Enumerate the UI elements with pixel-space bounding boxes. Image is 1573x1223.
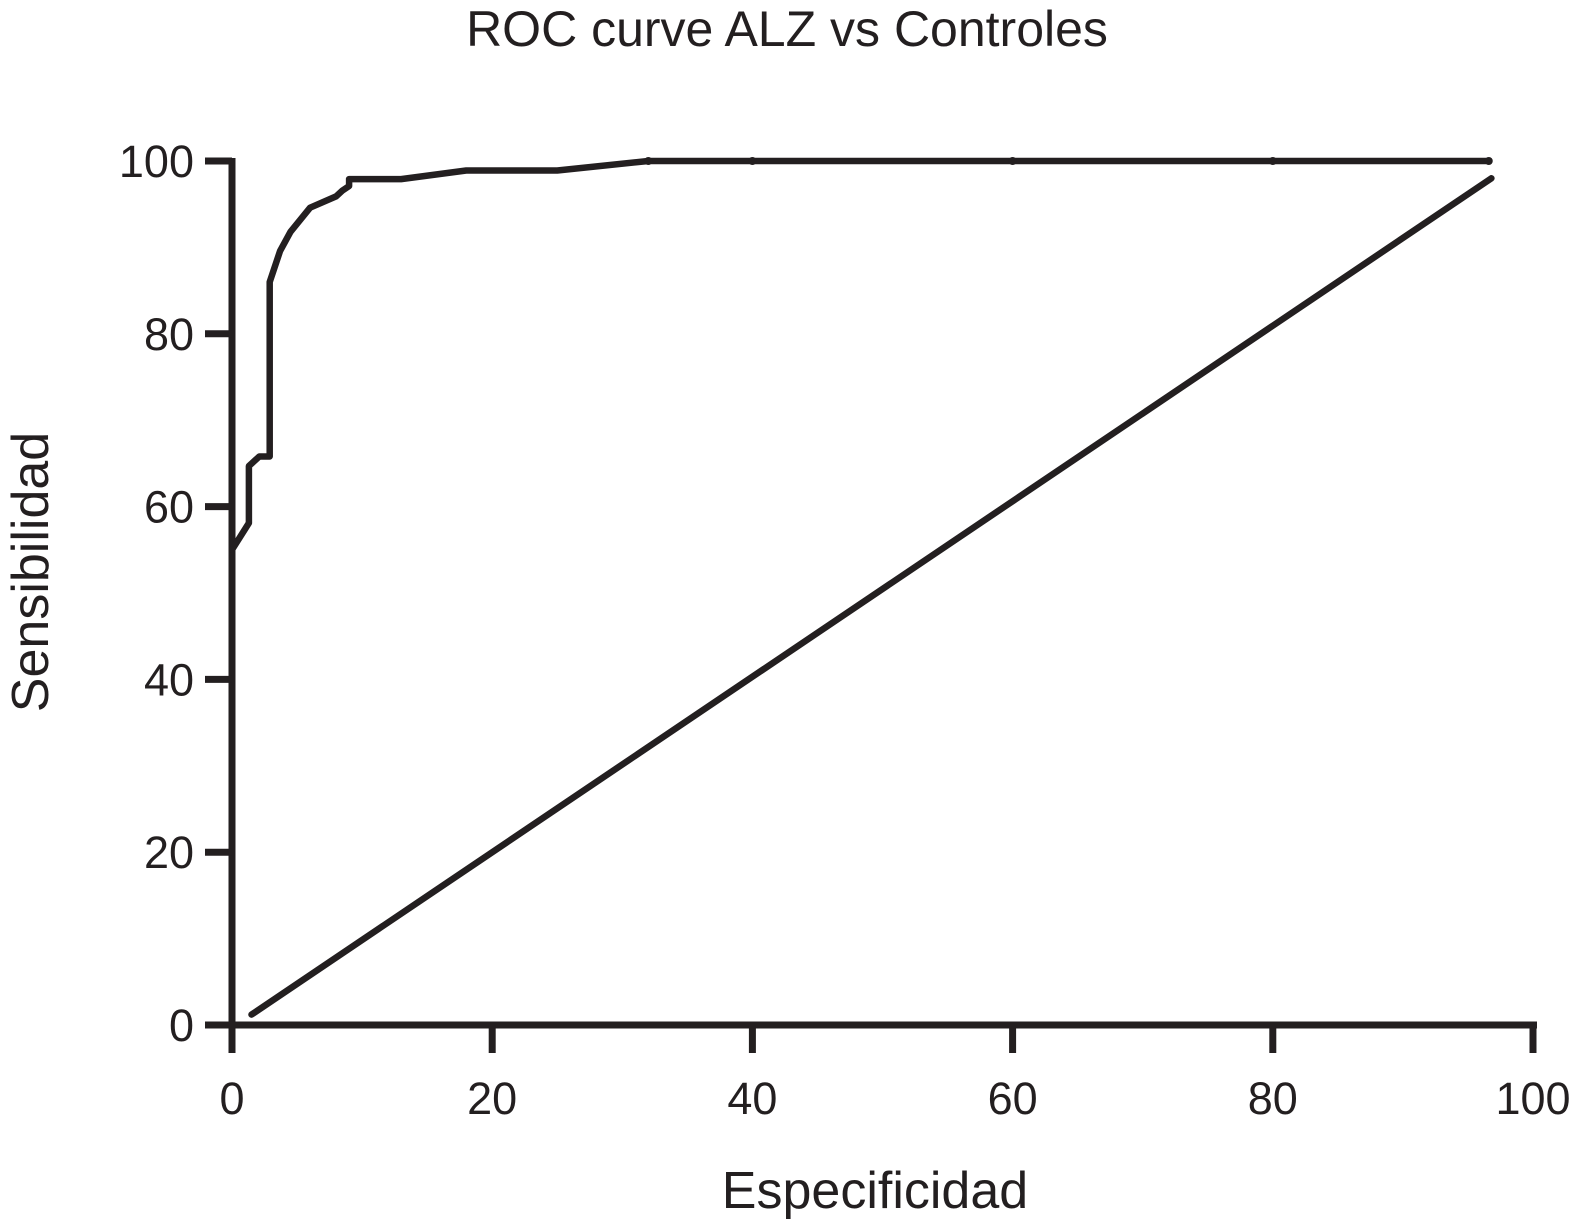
series-layer [228,157,1495,1018]
y-axis-title: Sensibilidad [2,432,60,712]
roc-point-markers [644,157,1493,165]
y-tick-label: 40 [144,654,194,705]
y-tick-label: 0 [169,1000,194,1051]
plot-area: 0 20 40 60 80 100 0 20 40 60 80 100 [119,136,1571,1124]
x-axis-ticks: 0 20 40 60 80 100 [219,1025,1571,1124]
x-tick-label: 100 [1495,1073,1570,1124]
x-tick-label: 20 [467,1073,517,1124]
roc-point-marker [748,157,757,165]
roc-point-marker [1268,157,1277,165]
x-tick-label: 40 [727,1073,777,1124]
y-tick-label: 80 [144,309,194,360]
y-tick-label: 100 [119,136,194,187]
roc-curve-line [228,157,1493,554]
x-tick-label: 0 [219,1073,244,1124]
x-axis-title: Especificidad [722,1162,1028,1220]
roc-point-marker [644,157,653,165]
reference-diagonal-line [248,175,1495,1018]
x-tick-label: 80 [1248,1073,1298,1124]
x-tick-label: 60 [988,1073,1038,1124]
roc-point-marker [1484,157,1493,165]
y-tick-label: 60 [144,482,194,533]
chart-title: ROC curve ALZ vs Controles [466,1,1108,57]
y-axis-ticks: 0 20 40 60 80 100 [119,136,232,1051]
roc-point-marker [1008,157,1017,165]
y-tick-label: 20 [144,827,194,878]
